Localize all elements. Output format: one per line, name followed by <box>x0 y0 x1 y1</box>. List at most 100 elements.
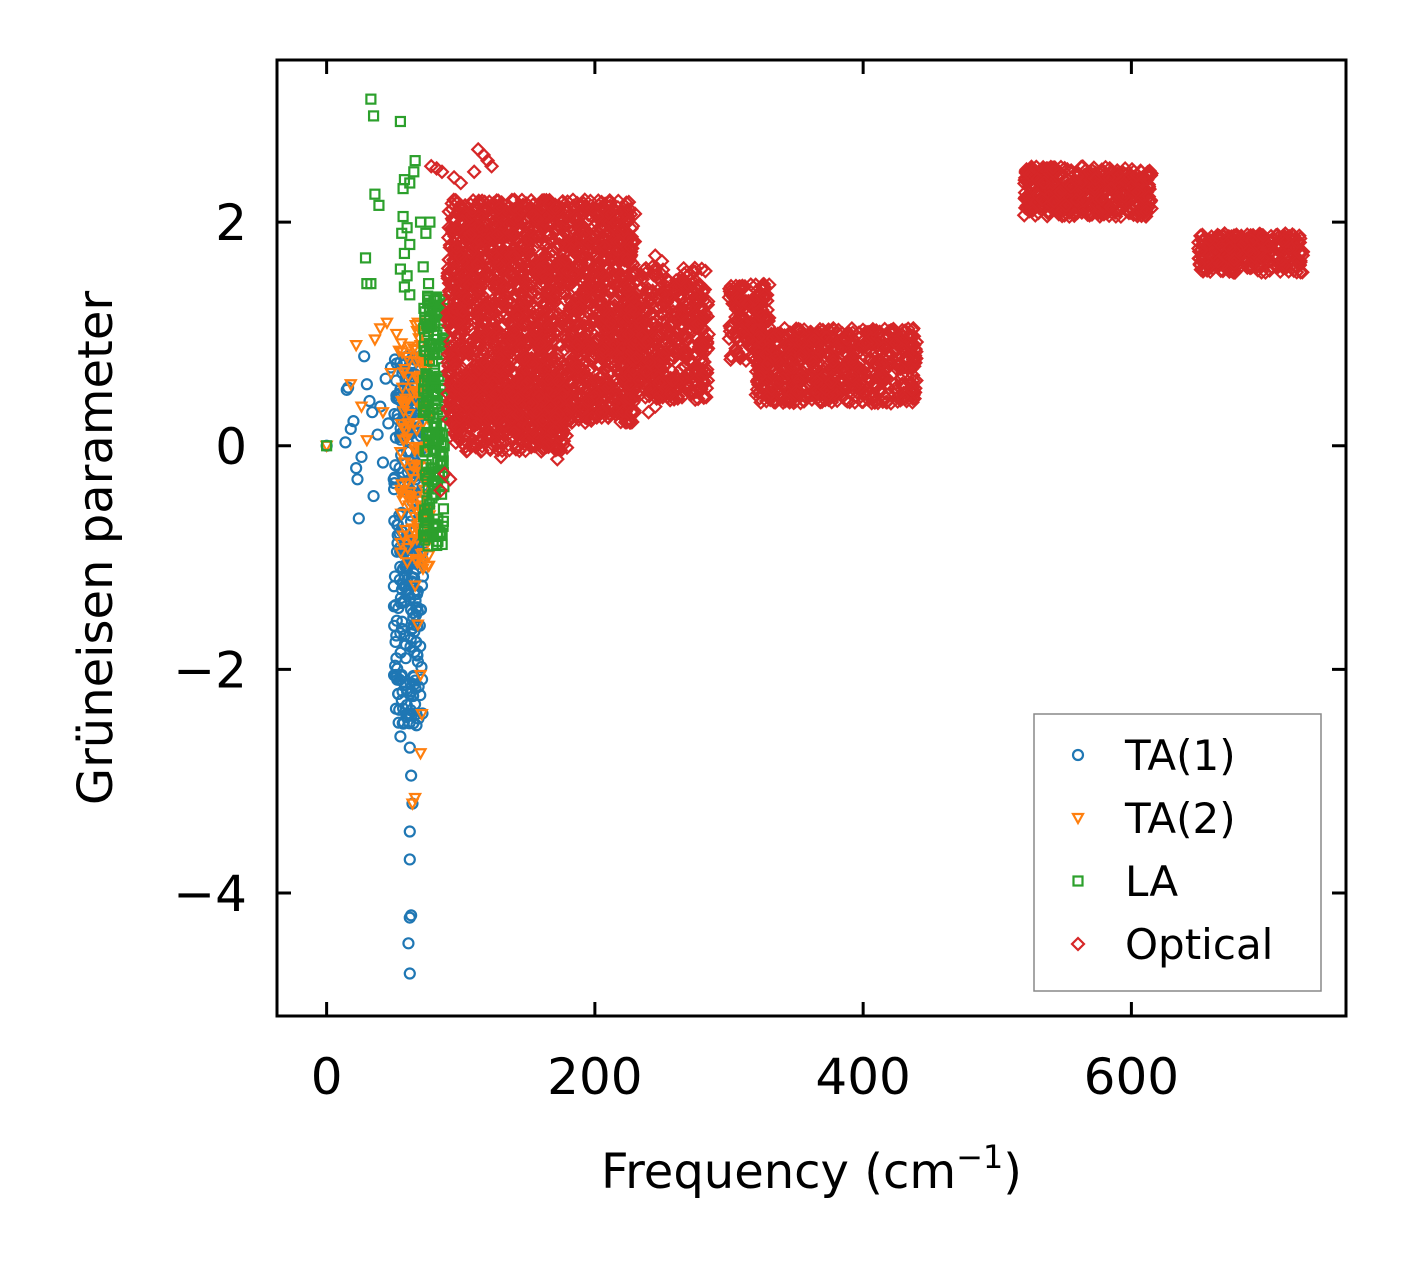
data-point <box>421 473 433 485</box>
data-point <box>405 798 420 811</box>
data-point <box>444 201 460 217</box>
data-point <box>396 422 410 435</box>
data-point <box>865 321 881 337</box>
data-point <box>448 402 464 418</box>
data-point <box>860 335 876 351</box>
data-point <box>358 350 371 363</box>
data-point <box>749 381 765 398</box>
data-point <box>470 392 486 408</box>
data-point <box>677 278 693 294</box>
data-point <box>482 440 498 456</box>
data-point <box>681 295 698 311</box>
data-point <box>457 198 473 214</box>
data-point <box>739 331 756 347</box>
data-point <box>488 249 504 265</box>
data-point <box>561 335 577 351</box>
data-point <box>437 503 450 515</box>
data-point <box>581 343 597 359</box>
data-point <box>563 217 579 233</box>
data-point <box>366 406 379 419</box>
data-point <box>354 401 369 414</box>
data-point <box>402 937 415 950</box>
data-point <box>403 911 416 924</box>
data-point <box>518 225 534 241</box>
data-point <box>491 200 507 217</box>
data-point <box>404 459 419 472</box>
data-point <box>571 240 587 256</box>
data-point <box>398 489 413 502</box>
data-point <box>489 227 505 243</box>
data-point <box>819 329 835 346</box>
data-point <box>652 286 668 302</box>
data-point <box>746 292 762 308</box>
data-point <box>394 263 406 275</box>
data-point <box>398 393 413 407</box>
data-point <box>548 268 564 284</box>
data-point <box>419 445 431 457</box>
data-point <box>541 192 558 208</box>
data-point <box>397 182 409 195</box>
data-point <box>462 271 479 287</box>
data-point <box>394 395 409 409</box>
data-points-layer <box>319 93 1311 980</box>
data-point <box>542 298 558 314</box>
data-point <box>396 685 409 698</box>
data-point <box>369 188 381 200</box>
data-point <box>696 336 712 353</box>
data-point <box>492 198 508 214</box>
data-point <box>382 417 395 430</box>
data-point <box>682 366 698 382</box>
data-point <box>501 383 517 399</box>
data-point <box>665 373 681 389</box>
data-point <box>673 290 689 306</box>
data-point <box>525 396 541 412</box>
data-point <box>474 314 490 331</box>
data-point <box>389 328 404 342</box>
data-point <box>471 337 488 353</box>
data-point <box>729 345 745 361</box>
data-point <box>433 466 445 478</box>
data-point <box>516 351 532 367</box>
data-point <box>607 357 624 373</box>
data-point <box>500 282 516 298</box>
data-point <box>751 303 767 319</box>
data-point <box>532 336 548 352</box>
data-point <box>418 383 430 395</box>
data-point <box>401 685 414 698</box>
data-point <box>649 384 665 400</box>
data-point <box>645 283 661 299</box>
data-point <box>597 248 614 264</box>
data-point <box>448 275 464 291</box>
data-point <box>698 389 714 405</box>
data-point <box>601 374 617 390</box>
data-point <box>553 273 569 289</box>
data-point <box>405 769 418 782</box>
data-point <box>459 231 475 247</box>
data-point <box>582 318 598 334</box>
data-point <box>462 393 479 409</box>
data-point <box>608 403 625 419</box>
data-point <box>393 547 408 560</box>
data-point <box>387 580 400 593</box>
data-point <box>355 450 368 464</box>
data-point <box>550 406 566 422</box>
data-point <box>569 387 585 403</box>
data-point <box>436 538 448 551</box>
data-point <box>874 369 890 385</box>
data-point <box>395 694 408 707</box>
data-point <box>525 313 541 329</box>
data-point <box>410 619 425 632</box>
data-point <box>905 320 921 336</box>
data-point <box>639 284 655 300</box>
data-point <box>615 250 631 266</box>
data-point <box>343 379 358 392</box>
data-point <box>409 155 421 167</box>
data-point <box>446 261 462 277</box>
data-point <box>758 313 774 329</box>
data-point <box>697 305 713 321</box>
data-point <box>526 229 542 245</box>
data-point <box>563 298 579 314</box>
data-point <box>569 336 585 352</box>
data-point <box>552 394 568 410</box>
data-point <box>557 252 573 268</box>
